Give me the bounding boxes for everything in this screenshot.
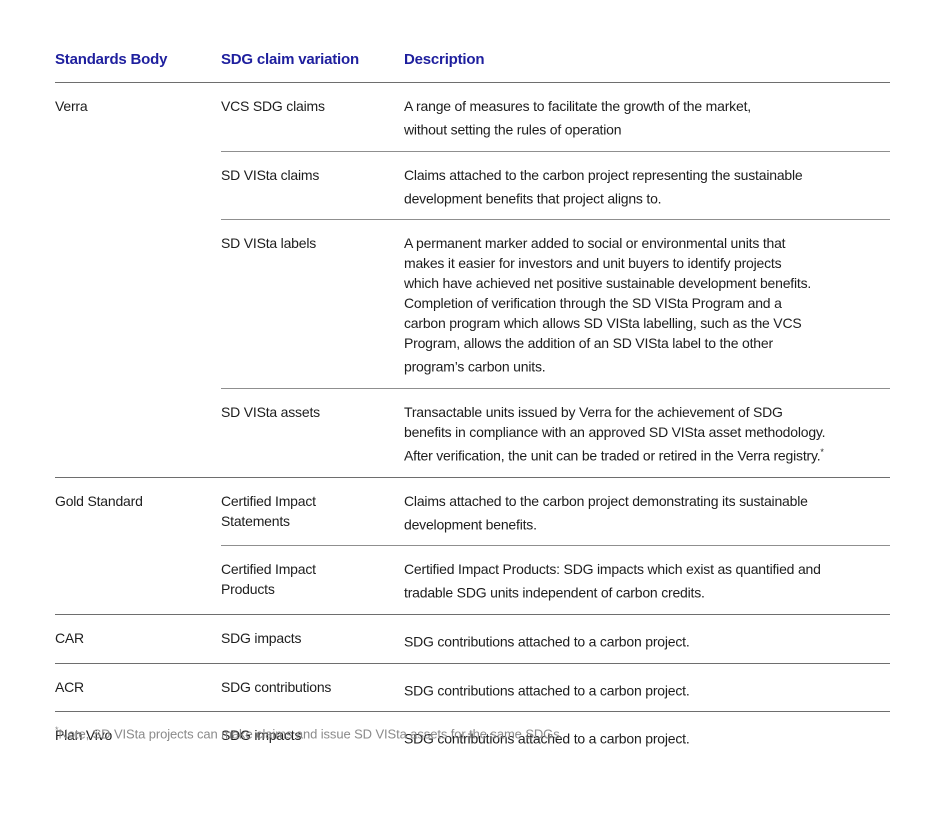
- description-cell: A range of measures to facilitate the gr…: [404, 96, 890, 140]
- footnote: *Note, SD VISta projects can make claims…: [55, 720, 563, 744]
- table-row: SD VISta claims Claims attached to the c…: [221, 150, 890, 220]
- sdg-claim-variation-cell: Certified Impact Products: [221, 561, 316, 598]
- table-row: Certified Impact Statements Claims attac…: [221, 478, 890, 546]
- description-text: A permanent marker added to social or en…: [404, 235, 812, 375]
- standards-table: Standards Body SDG claim variation Descr…: [55, 50, 890, 760]
- standards-body-cell: Gold Standard: [55, 492, 143, 509]
- description-cell: SDG contributions attached to a carbon p…: [404, 677, 890, 701]
- description-cell: Transactable units issued by Verra for t…: [404, 402, 890, 466]
- group-rows: SDG contributions SDG contributions atta…: [221, 664, 890, 712]
- table-header-row: Standards Body SDG claim variation Descr…: [55, 50, 890, 82]
- table-group: Gold Standard Certified Impact Statement…: [55, 476, 890, 614]
- description-cell: A permanent marker added to social or en…: [404, 233, 890, 377]
- sdg-claim-variation-cell: SDG contributions: [221, 678, 332, 695]
- table-row: Certified Impact Products Certified Impa…: [221, 545, 890, 614]
- description-text: Claims attached to the carbon project re…: [404, 166, 803, 207]
- sdg-claim-variation-cell: SD VISta claims: [221, 166, 320, 183]
- description-text: SDG contributions attached to a carbon p…: [404, 730, 690, 747]
- group-rows: SDG impacts SDG contributions attached t…: [221, 615, 890, 663]
- group-rows: VCS SDG claims A range of measures to fa…: [221, 83, 890, 477]
- table-row: VCS SDG claims A range of measures to fa…: [221, 83, 890, 151]
- description-cell: Claims attached to the carbon project de…: [404, 491, 890, 535]
- description-text: SDG contributions attached to a carbon p…: [404, 633, 690, 650]
- sdg-claim-variation-cell: SDG impacts: [221, 629, 302, 646]
- footnote-asterisk: *: [55, 725, 59, 735]
- column-header-standards-body: Standards Body: [55, 51, 168, 68]
- table-row: SDG contributions SDG contributions atta…: [221, 664, 890, 712]
- table-row: SDG impacts SDG contributions attached t…: [221, 615, 890, 663]
- table-group: ACR SDG contributions SDG contributions …: [55, 662, 890, 712]
- group-rows: Certified Impact Statements Claims attac…: [221, 478, 890, 614]
- description-text: A range of measures to facilitate the gr…: [404, 98, 751, 138]
- footnote-text: Note, SD VISta projects can make claims …: [58, 726, 564, 742]
- sdg-claim-variation-cell: VCS SDG claims: [221, 98, 325, 114]
- sdg-claim-variation-cell: Certified Impact Statements: [221, 492, 316, 529]
- table-body: Verra VCS SDG claims A range of measures…: [55, 82, 890, 760]
- description-cell: Claims attached to the carbon project re…: [404, 165, 890, 209]
- description-cell: Certified Impact Products: SDG impacts w…: [404, 559, 890, 603]
- sdg-claim-variation-cell: SD VISta assets: [221, 403, 320, 420]
- description-text: SDG contributions attached to a carbon p…: [404, 682, 690, 699]
- standards-body-cell: Plan Vivo: [55, 727, 113, 744]
- description-asterisk: *: [820, 446, 824, 457]
- standards-body-cell: ACR: [55, 678, 84, 695]
- description-text: Certified Impact Products: SDG impacts w…: [404, 561, 821, 601]
- sdg-claim-variation-cell: SD VISta labels: [221, 235, 317, 252]
- column-header-sdg-claim-variation: SDG claim variation: [221, 51, 359, 68]
- standards-body-cell: Verra: [55, 98, 88, 114]
- description-text: Transactable units issued by Verra for t…: [404, 403, 826, 464]
- table-row: SD VISta labels A permanent marker added…: [221, 219, 890, 388]
- table-row: SDG impacts SDG contributions attached t…: [221, 712, 890, 760]
- table-group: Plan Vivo SDG impacts SDG contributions …: [55, 711, 890, 760]
- sdg-claim-variation-cell: SDG impacts: [221, 727, 302, 744]
- standards-body-cell: CAR: [55, 629, 84, 646]
- description-cell: SDG contributions attached to a carbon p…: [404, 725, 890, 749]
- description-text: Claims attached to the carbon project de…: [404, 492, 808, 533]
- table-group: Verra VCS SDG claims A range of measures…: [55, 82, 890, 477]
- column-header-description: Description: [404, 51, 485, 68]
- group-rows: SDG impacts SDG contributions attached t…: [221, 712, 890, 760]
- table-row: SD VISta assets Transactable units issue…: [221, 387, 890, 477]
- table-group: CAR SDG impacts SDG contributions attach…: [55, 613, 890, 663]
- description-cell: SDG contributions attached to a carbon p…: [404, 628, 890, 652]
